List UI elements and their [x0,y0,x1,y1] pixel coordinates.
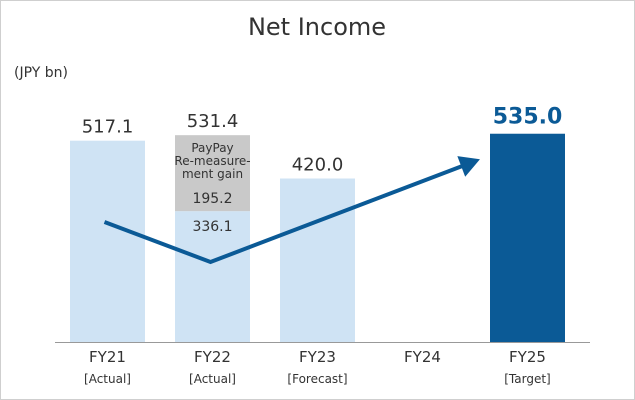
tick-label-fy24: FY24 [404,348,441,366]
value-label-fy25: 535.0 [493,105,563,130]
segment-label-fy22-base: 336.1 [192,219,232,235]
chart-title: Net Income [248,13,386,41]
bar-fy21-segment-0 [70,140,145,342]
bar-fy22-segment-1 [175,135,250,212]
value-label-fy22: 531.4 [187,111,239,132]
segment-annotation-line-2: ment gain [182,167,243,181]
tick-label-fy25: FY25 [509,348,546,366]
bar-fy23-segment-0 [280,178,355,342]
segment-label-fy22-gain: 195.2 [192,191,232,207]
value-label-fy23: 420.0 [292,155,344,176]
tick-note-fy23: [Forecast] [287,372,347,386]
unit-label: (JPY bn) [14,65,68,81]
tick-label-fy21: FY21 [89,348,126,366]
segment-annotation-line-1: Re-measure- [174,154,250,168]
value-label-fy21: 517.1 [82,117,134,138]
tick-label-fy22: FY22 [194,348,231,366]
tick-note-fy21: [Actual] [84,372,131,386]
tick-note-fy22: [Actual] [189,372,236,386]
bar-fy22-segment-0 [175,211,250,342]
segment-annotation-line-0: PayPay [191,141,233,155]
trend-arrow-line [103,163,466,265]
bar-fy25-segment-0 [490,133,565,342]
tick-label-fy23: FY23 [299,348,336,366]
trend-arrow-head [457,156,480,177]
tick-note-fy25: [Target] [504,372,551,386]
